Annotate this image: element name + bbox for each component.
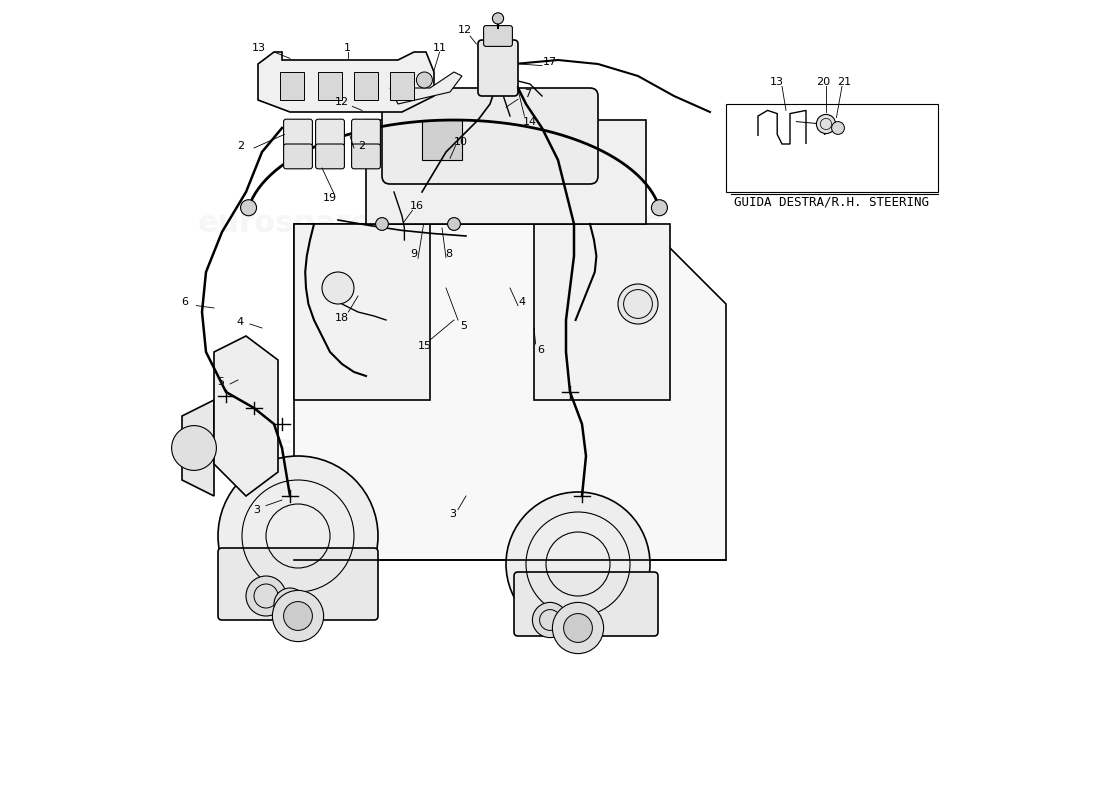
FancyBboxPatch shape — [316, 144, 344, 169]
Text: eurospares: eurospares — [198, 210, 390, 238]
Text: GUIDA DESTRA/R.H. STEERING: GUIDA DESTRA/R.H. STEERING — [734, 195, 930, 208]
FancyBboxPatch shape — [352, 144, 381, 169]
Text: eurospares: eurospares — [198, 434, 390, 462]
FancyBboxPatch shape — [218, 548, 378, 620]
Polygon shape — [366, 120, 646, 224]
Polygon shape — [534, 224, 670, 400]
Circle shape — [832, 122, 845, 134]
Polygon shape — [258, 52, 434, 112]
Circle shape — [618, 284, 658, 324]
Circle shape — [448, 218, 461, 230]
Circle shape — [284, 602, 312, 630]
FancyBboxPatch shape — [484, 26, 513, 46]
Circle shape — [651, 200, 668, 216]
Text: 2: 2 — [236, 141, 244, 150]
Text: 10: 10 — [453, 138, 468, 147]
Circle shape — [273, 590, 323, 642]
FancyBboxPatch shape — [478, 40, 518, 96]
Text: 17: 17 — [543, 58, 557, 67]
Circle shape — [556, 614, 584, 642]
Circle shape — [816, 114, 836, 134]
Text: 2: 2 — [359, 141, 365, 150]
Circle shape — [246, 576, 286, 616]
Text: 11: 11 — [432, 43, 447, 53]
Bar — [318, 72, 342, 100]
Circle shape — [322, 272, 354, 304]
Bar — [390, 72, 414, 100]
Circle shape — [563, 614, 593, 642]
Text: 18: 18 — [334, 314, 349, 323]
Polygon shape — [182, 400, 214, 496]
Polygon shape — [294, 224, 430, 400]
Circle shape — [218, 456, 378, 616]
FancyBboxPatch shape — [382, 88, 598, 184]
Circle shape — [375, 218, 388, 230]
Text: 6: 6 — [537, 346, 543, 355]
Text: 13: 13 — [252, 43, 266, 53]
Text: eurospares: eurospares — [470, 210, 662, 238]
Text: 3: 3 — [449, 510, 455, 519]
Circle shape — [274, 588, 306, 620]
Text: 5: 5 — [217, 378, 224, 387]
Text: 16: 16 — [409, 202, 424, 211]
FancyBboxPatch shape — [284, 144, 312, 169]
Polygon shape — [294, 224, 726, 560]
Text: 12: 12 — [458, 26, 472, 35]
Text: 1: 1 — [344, 43, 351, 53]
Text: 6: 6 — [180, 298, 188, 307]
Text: 12: 12 — [334, 98, 349, 107]
Circle shape — [552, 602, 604, 654]
Text: 21: 21 — [837, 78, 851, 87]
Text: 19: 19 — [323, 194, 337, 203]
Text: 5: 5 — [460, 322, 467, 331]
Polygon shape — [390, 72, 462, 104]
Polygon shape — [214, 336, 278, 496]
Circle shape — [506, 492, 650, 636]
Polygon shape — [422, 120, 462, 160]
Text: 3: 3 — [253, 506, 260, 515]
Circle shape — [241, 200, 256, 216]
Text: 4: 4 — [236, 317, 244, 326]
FancyBboxPatch shape — [316, 119, 344, 146]
Text: 13: 13 — [769, 78, 783, 87]
FancyBboxPatch shape — [514, 572, 658, 636]
Text: 14: 14 — [522, 117, 537, 126]
FancyBboxPatch shape — [352, 119, 381, 146]
Bar — [354, 72, 378, 100]
Text: 7: 7 — [524, 90, 531, 99]
Circle shape — [493, 13, 504, 24]
Text: 15: 15 — [418, 341, 432, 350]
Text: eurospares: eurospares — [470, 434, 662, 462]
Circle shape — [172, 426, 217, 470]
Circle shape — [532, 602, 568, 638]
Text: 8: 8 — [446, 250, 453, 259]
Text: 20: 20 — [816, 78, 831, 87]
FancyBboxPatch shape — [284, 119, 312, 146]
Bar — [280, 72, 305, 100]
Text: 9: 9 — [410, 250, 418, 259]
Text: 4: 4 — [518, 298, 526, 307]
Circle shape — [417, 72, 432, 88]
Bar — [726, 104, 938, 192]
